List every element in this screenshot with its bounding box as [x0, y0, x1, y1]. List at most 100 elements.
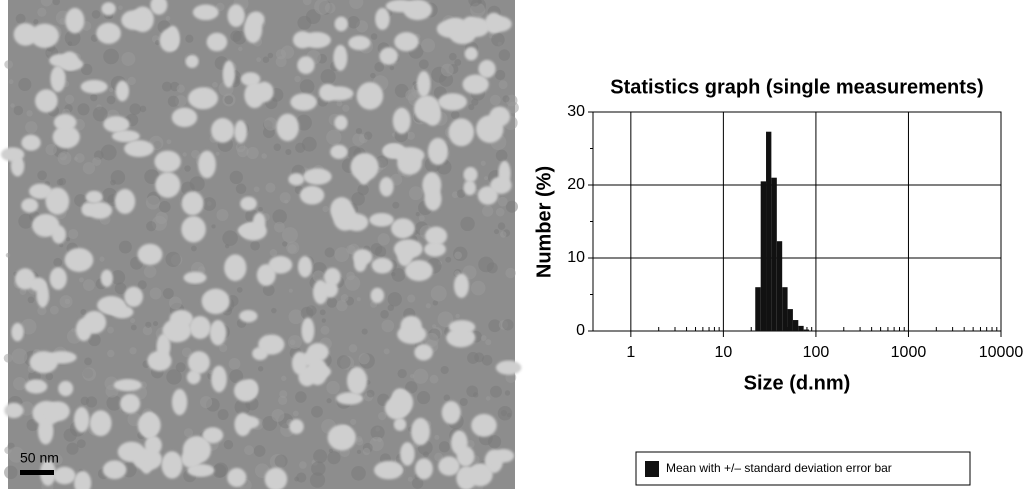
- grain: [274, 221, 285, 233]
- grain: [191, 245, 197, 252]
- grain: [20, 318, 37, 335]
- grain: [507, 412, 512, 418]
- grain: [275, 56, 287, 68]
- grain: [261, 153, 267, 159]
- particle: [53, 466, 76, 485]
- grain: [80, 309, 87, 316]
- grain: [440, 63, 454, 77]
- particle: [448, 118, 475, 147]
- x-tick-label: 1000: [891, 344, 927, 361]
- particle: [201, 288, 230, 315]
- grain: [91, 10, 101, 19]
- grain: [73, 156, 78, 161]
- particle: [353, 249, 373, 266]
- grain: [263, 117, 278, 131]
- grain: [278, 395, 288, 405]
- grain: [468, 0, 482, 7]
- grain: [100, 144, 117, 161]
- grain: [143, 265, 157, 278]
- grain: [311, 405, 323, 418]
- grain: [285, 148, 292, 156]
- grain: [390, 173, 403, 186]
- grain: [275, 49, 287, 60]
- x-tick-label: 1: [626, 344, 635, 361]
- grain: [166, 369, 182, 385]
- grain: [502, 95, 510, 103]
- grain: [346, 244, 356, 255]
- grain: [375, 155, 389, 168]
- grain: [253, 445, 266, 457]
- particle: [150, 0, 168, 15]
- particle: [356, 82, 384, 110]
- grain: [378, 411, 387, 421]
- grain: [159, 201, 171, 213]
- grain: [185, 34, 194, 43]
- particle: [268, 256, 293, 274]
- grain: [394, 83, 409, 98]
- scale-label: 50 nm: [20, 450, 59, 466]
- grain: [167, 95, 179, 107]
- particle: [301, 317, 315, 344]
- grain: [466, 385, 478, 398]
- particle: [165, 25, 180, 51]
- x-tick-label: 10: [714, 344, 732, 361]
- grain: [424, 332, 439, 348]
- grain: [311, 461, 326, 476]
- particle: [492, 448, 515, 463]
- particle: [209, 320, 227, 346]
- grain: [64, 94, 75, 104]
- particle: [397, 324, 427, 344]
- grain: [11, 348, 28, 365]
- bar: [755, 287, 761, 331]
- grain: [13, 105, 24, 116]
- particle: [100, 269, 113, 287]
- grain: [470, 280, 486, 296]
- grain: [301, 136, 317, 152]
- grain: [253, 186, 260, 193]
- particle: [52, 125, 80, 149]
- grain: [166, 139, 172, 145]
- grain: [269, 249, 278, 257]
- grain: [366, 389, 375, 398]
- grain: [326, 129, 342, 145]
- grain: [107, 326, 114, 334]
- grain: [52, 0, 60, 6]
- particle: [35, 89, 58, 113]
- grain: [250, 240, 260, 251]
- grain: [491, 32, 505, 47]
- particle: [379, 176, 394, 197]
- grain: [66, 442, 79, 455]
- grain: [215, 151, 220, 156]
- grain: [377, 233, 390, 246]
- grain: [347, 16, 360, 29]
- grain: [423, 451, 429, 458]
- particle: [424, 241, 446, 257]
- grain: [499, 231, 507, 238]
- grain: [226, 295, 239, 307]
- grain: [84, 357, 92, 366]
- grain: [370, 243, 383, 255]
- grain: [267, 52, 274, 59]
- grain: [380, 309, 389, 319]
- grain: [432, 300, 438, 306]
- particle: [374, 460, 404, 480]
- grain: [412, 477, 424, 489]
- particle: [4, 402, 24, 419]
- particle: [334, 16, 348, 32]
- particle: [192, 4, 219, 21]
- grain: [121, 51, 136, 66]
- grain: [356, 449, 362, 455]
- x-tick-label: 100: [803, 344, 830, 361]
- grain: [182, 152, 187, 157]
- grain: [189, 176, 205, 192]
- grain: [362, 447, 371, 456]
- particle: [415, 458, 433, 480]
- particle: [297, 256, 313, 278]
- particle: [102, 460, 127, 480]
- grain: [336, 299, 348, 312]
- grain: [273, 143, 282, 151]
- grain: [320, 69, 336, 85]
- grain: [8, 446, 25, 463]
- grain: [90, 94, 98, 102]
- grain: [432, 324, 437, 329]
